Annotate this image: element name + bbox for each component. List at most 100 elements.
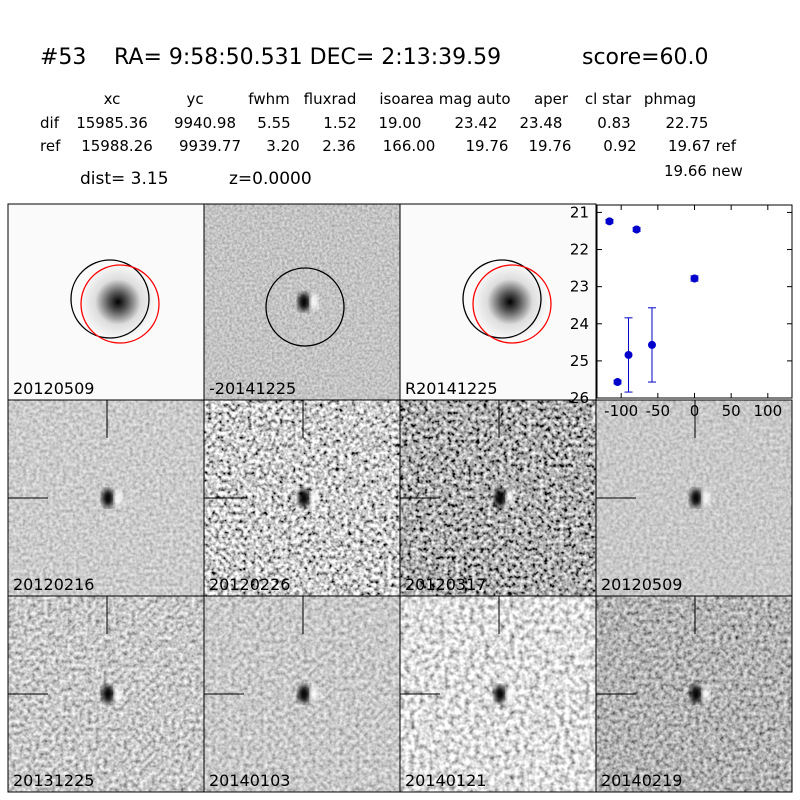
y-tick-label: 23 [570, 278, 589, 296]
row-label: dif [40, 114, 60, 132]
residual-pos [506, 686, 514, 702]
column-header: cl star [585, 90, 632, 108]
residual-pos [310, 294, 318, 310]
row-label: ref [40, 137, 61, 155]
column-header: xc [104, 90, 121, 108]
residual-neg [298, 293, 310, 311]
stamp-label: 20120216 [13, 575, 94, 594]
y-tick-label: 24 [570, 315, 589, 333]
table-cell: 22.75 [666, 114, 709, 132]
stamp: 20140219 [595, 595, 793, 793]
residual-pos [114, 490, 122, 506]
column-header: aper [534, 90, 569, 108]
y-tick-label: 21 [570, 203, 589, 221]
stamp: 20140103 [203, 595, 401, 793]
residual-pos [114, 686, 122, 702]
table-cell: 5.55 [257, 114, 290, 132]
table-cell: 19.67 ref [668, 137, 737, 155]
x-tick-label: 100 [753, 402, 782, 420]
residual-neg [494, 489, 506, 507]
residual-pos [310, 490, 318, 506]
table-cell: 166.00 [383, 137, 436, 155]
stamp: 20131225 [7, 595, 205, 793]
table-cell: 9939.77 [179, 137, 241, 155]
stamp-label: 20120226 [209, 575, 290, 594]
phmag-new: 19.66 new [664, 162, 743, 180]
column-header: fluxrad [304, 90, 357, 108]
x-tick-label: 0 [690, 402, 700, 420]
table-cell: 23.42 [455, 114, 498, 132]
x-tick-label: 50 [722, 402, 741, 420]
column-header: phmag [644, 90, 696, 108]
cand-id: #53 [40, 45, 86, 70]
plot-bg [596, 204, 793, 399]
residual-neg [102, 685, 114, 703]
stamp: 20120216 [7, 399, 205, 597]
table-cell: 0.83 [597, 114, 630, 132]
stamp: 20120317 [399, 399, 597, 597]
x-tick-label: -100 [604, 402, 638, 420]
aperture [265, 267, 345, 347]
table-cell: 2.36 [322, 137, 355, 155]
stamp-label: 20120509 [601, 575, 682, 594]
table-cell: 23.48 [520, 114, 563, 132]
residual-neg [298, 489, 310, 507]
source [80, 264, 156, 340]
dist: dist= 3.15 [80, 169, 169, 189]
column-header: fwhm [248, 90, 289, 108]
residual-pos [310, 686, 318, 702]
table-cell: 19.00 [379, 114, 422, 132]
residual-neg [494, 685, 506, 703]
x-tick-label: -50 [646, 402, 671, 420]
residual-neg [102, 489, 114, 507]
stamp: -20141225 [203, 203, 401, 401]
point [605, 217, 614, 226]
aperture [462, 259, 542, 339]
table-cell: 1.52 [323, 114, 356, 132]
score: score=60.0 [582, 45, 709, 70]
source [472, 264, 548, 340]
stamp: 20120509 [595, 399, 793, 597]
point [613, 378, 622, 387]
stamp-label: 20140121 [405, 771, 486, 790]
stamp-label: 20131225 [13, 771, 94, 790]
stamp-label: 20120317 [405, 575, 486, 594]
point [690, 274, 699, 283]
stamp-label: 20140103 [209, 771, 290, 790]
residual-neg [690, 489, 702, 507]
column-header: yc [186, 90, 203, 108]
stamp-label: 20120509 [13, 379, 94, 398]
aperture-ref [472, 264, 552, 344]
table-cell: 0.92 [603, 137, 636, 155]
stamp-label: 20140219 [601, 771, 682, 790]
y-tick-label: 26 [570, 389, 589, 407]
point [632, 225, 641, 234]
residual-neg [298, 685, 310, 703]
stamp: R20141225 [399, 203, 597, 401]
stamp: 20120509 [7, 203, 205, 401]
point [624, 350, 633, 359]
residual-pos [702, 686, 710, 702]
aperture [70, 259, 150, 339]
stamp-frame [595, 595, 793, 793]
residual-neg [690, 685, 702, 703]
table-cell: 15985.36 [76, 114, 148, 132]
redshift: z=0.0000 [229, 169, 312, 189]
residual-pos [702, 490, 710, 506]
stamp: 20120226 [203, 399, 401, 597]
table-cell: 9940.98 [174, 114, 236, 132]
aperture-ref [80, 264, 160, 344]
y-tick-label: 25 [570, 352, 589, 370]
y-tick-label: 22 [570, 241, 589, 259]
stamp-label: R20141225 [405, 379, 498, 398]
point [647, 340, 656, 349]
table-cell: 19.76 [529, 137, 572, 155]
stamp-label: -20141225 [209, 379, 296, 398]
residual-pos [506, 490, 514, 506]
stamp: 20140121 [399, 595, 597, 793]
table-cell: 19.76 [466, 137, 509, 155]
table-cell: 3.20 [266, 137, 299, 155]
table-cell: 15988.26 [81, 137, 153, 155]
coords: RA= 9:58:50.531 DEC= 2:13:39.59 [114, 45, 501, 70]
